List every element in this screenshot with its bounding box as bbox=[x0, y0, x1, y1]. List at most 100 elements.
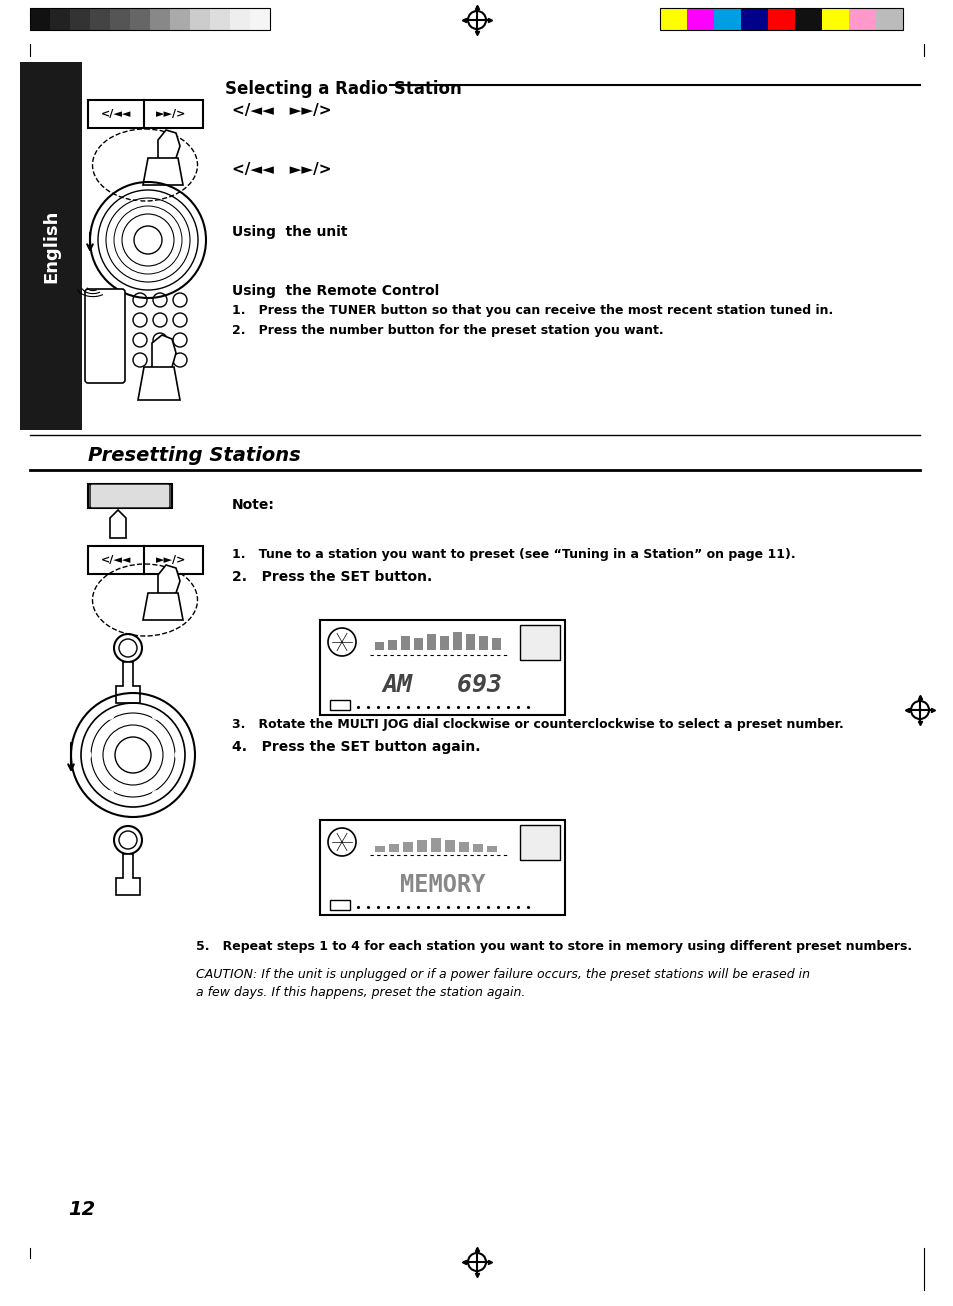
Polygon shape bbox=[143, 158, 183, 185]
Bar bbox=[414, 639, 422, 650]
Text: Note:: Note: bbox=[232, 498, 274, 512]
Bar bbox=[110, 8, 130, 30]
Polygon shape bbox=[116, 854, 140, 895]
Circle shape bbox=[106, 791, 113, 799]
Bar bbox=[319, 820, 564, 916]
Polygon shape bbox=[116, 662, 140, 703]
Bar bbox=[230, 8, 250, 30]
Bar bbox=[659, 8, 902, 30]
Text: </◄◄   ►►/>: </◄◄ ►►/> bbox=[232, 103, 331, 118]
Bar bbox=[713, 8, 740, 30]
Circle shape bbox=[106, 712, 113, 720]
Bar bbox=[794, 8, 821, 30]
Bar bbox=[88, 101, 203, 128]
Bar bbox=[458, 842, 469, 852]
Text: Using  the Remote Control: Using the Remote Control bbox=[232, 283, 438, 298]
Bar bbox=[50, 8, 70, 30]
Text: 1.   Tune to a station you want to preset (see “Tuning in a Station” on page 11): 1. Tune to a station you want to preset … bbox=[232, 549, 795, 562]
Bar bbox=[250, 8, 270, 30]
Text: </◄◄   ►►/>: </◄◄ ►►/> bbox=[232, 162, 331, 178]
Text: Using  the unit: Using the unit bbox=[232, 225, 347, 239]
Bar bbox=[486, 846, 497, 852]
Circle shape bbox=[155, 274, 160, 279]
Text: 2.   Press the number button for the preset station you want.: 2. Press the number button for the prese… bbox=[232, 324, 663, 337]
Bar bbox=[150, 8, 170, 30]
Bar bbox=[389, 844, 398, 852]
Bar bbox=[88, 546, 203, 575]
Polygon shape bbox=[110, 511, 126, 538]
FancyBboxPatch shape bbox=[85, 289, 125, 383]
Polygon shape bbox=[143, 593, 183, 620]
Circle shape bbox=[152, 791, 160, 799]
Bar bbox=[375, 643, 384, 650]
Bar bbox=[431, 838, 440, 852]
Circle shape bbox=[152, 712, 160, 720]
Text: </◄◄: </◄◄ bbox=[101, 555, 132, 565]
Bar bbox=[848, 8, 875, 30]
Bar bbox=[439, 636, 449, 650]
Bar bbox=[402, 842, 413, 852]
Text: ►►/>: ►►/> bbox=[155, 555, 186, 565]
Circle shape bbox=[174, 751, 183, 759]
Bar bbox=[767, 8, 794, 30]
Bar bbox=[875, 8, 902, 30]
Text: 12: 12 bbox=[68, 1200, 95, 1218]
Bar bbox=[519, 825, 559, 859]
Bar bbox=[210, 8, 230, 30]
Bar bbox=[30, 8, 50, 30]
Text: ►►/>: ►►/> bbox=[155, 108, 186, 119]
Bar bbox=[453, 632, 461, 650]
Polygon shape bbox=[138, 367, 180, 400]
Circle shape bbox=[83, 751, 91, 759]
Text: MEMORY: MEMORY bbox=[399, 872, 485, 897]
Circle shape bbox=[182, 227, 187, 232]
Bar bbox=[427, 633, 436, 650]
Text: Presetting Stations: Presetting Stations bbox=[88, 447, 300, 465]
Text: </◄◄: </◄◄ bbox=[101, 108, 132, 119]
Bar bbox=[686, 8, 713, 30]
Bar bbox=[473, 844, 482, 852]
Text: English: English bbox=[42, 209, 60, 282]
Bar bbox=[740, 8, 767, 30]
Bar bbox=[330, 700, 350, 710]
Text: AM   693: AM 693 bbox=[382, 673, 502, 697]
Circle shape bbox=[112, 218, 117, 223]
Polygon shape bbox=[158, 565, 180, 597]
Bar bbox=[319, 620, 564, 714]
Bar bbox=[388, 640, 396, 650]
Text: CAUTION: If the unit is unplugged or if a power failure occurs, the preset stati: CAUTION: If the unit is unplugged or if … bbox=[195, 968, 809, 981]
Bar bbox=[375, 846, 385, 852]
Bar bbox=[20, 61, 82, 430]
Bar bbox=[330, 900, 350, 910]
Bar bbox=[519, 626, 559, 660]
Circle shape bbox=[127, 270, 132, 276]
Bar bbox=[170, 8, 190, 30]
Text: 2.   Press the SET button.: 2. Press the SET button. bbox=[232, 569, 432, 584]
Bar bbox=[465, 633, 475, 650]
Circle shape bbox=[164, 205, 170, 209]
Bar bbox=[90, 8, 110, 30]
Text: 3.   Rotate the MULTI JOG dial clockwise or counterclockwise to select a preset : 3. Rotate the MULTI JOG dial clockwise o… bbox=[232, 718, 842, 731]
Polygon shape bbox=[152, 336, 175, 374]
Text: 5.   Repeat steps 1 to 4 for each station you want to store in memory using diff: 5. Repeat steps 1 to 4 for each station … bbox=[195, 940, 911, 953]
Polygon shape bbox=[158, 131, 180, 162]
Bar bbox=[492, 639, 500, 650]
Text: 1.   Press the TUNER button so that you can receive the most recent station tune: 1. Press the TUNER button so that you ca… bbox=[232, 304, 832, 317]
Bar bbox=[88, 485, 172, 508]
Circle shape bbox=[178, 256, 183, 261]
Text: a few days. If this happens, preset the station again.: a few days. If this happens, preset the … bbox=[195, 986, 525, 999]
Bar bbox=[190, 8, 210, 30]
Text: 4.   Press the SET button again.: 4. Press the SET button again. bbox=[232, 741, 480, 754]
Bar bbox=[478, 636, 488, 650]
Text: Selecting a Radio Station: Selecting a Radio Station bbox=[225, 80, 461, 98]
Circle shape bbox=[109, 247, 113, 252]
Bar bbox=[821, 8, 848, 30]
Bar bbox=[130, 8, 150, 30]
Bar bbox=[70, 8, 90, 30]
Bar bbox=[400, 636, 410, 650]
Bar bbox=[444, 840, 455, 852]
Bar bbox=[30, 8, 270, 30]
FancyBboxPatch shape bbox=[90, 485, 170, 508]
Circle shape bbox=[135, 201, 140, 206]
Bar bbox=[416, 840, 427, 852]
